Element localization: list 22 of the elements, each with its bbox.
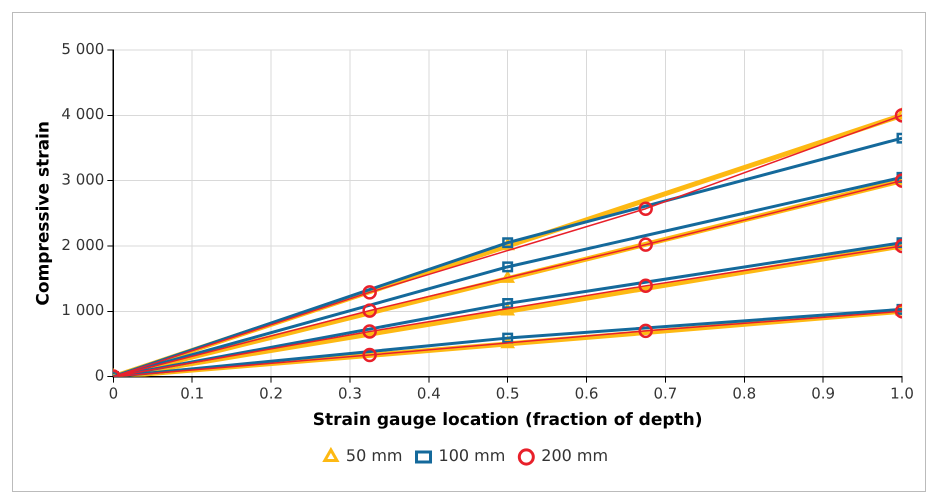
y-tick-label: 2 000 [61, 236, 104, 254]
y-tick-label: 0 [94, 366, 104, 384]
x-axis-title: Strain gauge location (fraction of depth) [312, 410, 703, 430]
x-tick-label: 0.5 [496, 384, 520, 402]
y-tick-label: 1 000 [61, 301, 104, 320]
x-tick-label: 1.0 [890, 384, 914, 402]
y-tick-label: 4 000 [61, 105, 104, 124]
legend-label: 100 mm [438, 446, 506, 466]
x-tick-label: 0.9 [811, 384, 836, 402]
x-tick-label: 0.8 [732, 384, 756, 402]
x-tick-label: 0.6 [574, 384, 598, 402]
legend-label: 50 mm [346, 446, 403, 466]
x-tick-label: 0.3 [338, 384, 362, 402]
legend-label: 200 mm [541, 446, 608, 466]
x-tick-label: 0.1 [180, 384, 204, 402]
x-tick-label: 0 [108, 384, 118, 402]
x-tick-label: 0.2 [259, 384, 284, 402]
x-tick-label: 0.4 [416, 384, 441, 402]
x-tick-label: 0.7 [653, 384, 678, 402]
y-axis-title: Compressive strain [34, 121, 54, 306]
y-tick-label: 5 000 [61, 40, 104, 58]
y-tick-label: 3 000 [61, 170, 104, 189]
